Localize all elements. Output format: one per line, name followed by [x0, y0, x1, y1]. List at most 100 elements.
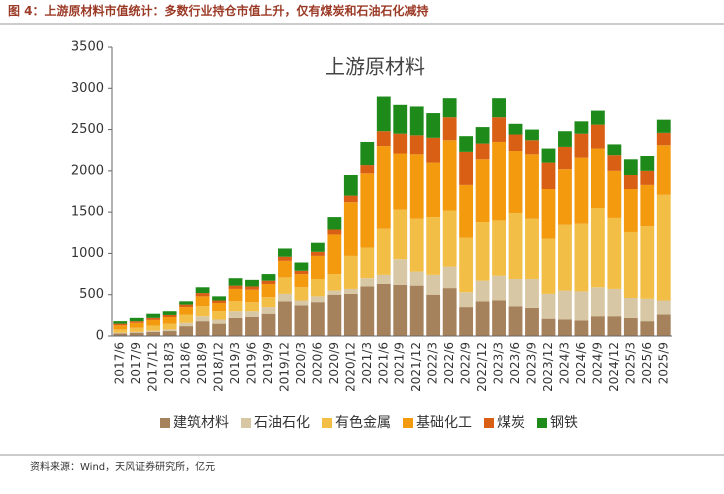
bar-segment [146, 330, 161, 332]
x-tick-label: 2020/6 [310, 342, 324, 384]
bar-segment [327, 290, 342, 295]
bar-segment [475, 143, 490, 160]
bar-segment [442, 98, 457, 118]
x-tick-label: 2018/12 [212, 342, 226, 392]
legend-swatch [160, 418, 170, 428]
bar-segment [574, 157, 589, 224]
x-tick-label: 2021/3 [360, 342, 374, 384]
bar-segment [558, 146, 572, 170]
bar-segment [129, 317, 144, 322]
bar-segment [607, 316, 622, 336]
bar-segment [656, 300, 671, 315]
bar-segment [228, 288, 243, 302]
x-tick-label: 2022/9 [459, 342, 473, 384]
bar-segment [492, 141, 506, 221]
bar-segment [162, 329, 177, 332]
bar-segment [278, 260, 292, 278]
bar-segment [294, 287, 309, 301]
bar-segment [475, 159, 490, 223]
bar-segment [426, 274, 441, 295]
figure-title: 图 4：上游原材料市值统计：多数行业持仓市值上升，仅有煤炭和石油石化减持 [8, 3, 429, 18]
bar-segment [179, 301, 194, 305]
y-tick-label: 1000 [71, 246, 104, 261]
bar-segment [129, 332, 144, 336]
bar-segment [162, 314, 177, 318]
bar-segment [590, 316, 605, 336]
x-tick-label: 2021/12 [409, 342, 423, 392]
bar-segment [525, 129, 539, 141]
bar-segment [261, 307, 276, 314]
bar-segment [212, 311, 226, 320]
bar-segment [574, 320, 589, 336]
bar-segment [129, 322, 144, 328]
legend-label: 基础化工 [416, 414, 472, 431]
bar-segment [426, 294, 441, 336]
bar-segment [310, 302, 325, 336]
x-tick-label: 2022/12 [475, 342, 489, 392]
bar-segment [541, 189, 556, 239]
bar-segment [228, 285, 243, 289]
bar-segment [212, 296, 226, 301]
bar-segment [278, 256, 292, 261]
bar-segment [393, 104, 408, 134]
bar-segment [656, 119, 671, 133]
bar-segment [393, 259, 408, 285]
x-tick-label: 2019/6 [245, 342, 259, 384]
x-tick-label: 2019/12 [277, 342, 291, 392]
bar-segment [179, 314, 194, 323]
bar-segment [195, 316, 210, 322]
x-tick-label: 2017/9 [129, 342, 143, 384]
x-tick-label: 2025/9 [656, 342, 670, 384]
bar-segment [442, 117, 457, 141]
x-tick-label: 2025/3 [623, 342, 637, 384]
x-tick-label: 2017/12 [146, 342, 160, 392]
bar-segment [195, 306, 210, 317]
bar-segment [426, 113, 441, 138]
bar-segment [343, 202, 358, 256]
bar-segment [558, 131, 572, 147]
bar-segment [475, 127, 490, 144]
bar-segment [541, 238, 556, 294]
x-tick-label: 2017/6 [113, 342, 127, 384]
bar-segment [212, 302, 226, 312]
bar-segment [179, 322, 194, 327]
bar-segment [179, 326, 194, 336]
bar-segment [376, 274, 391, 284]
y-tick-label: 500 [79, 287, 104, 302]
bar-segment [179, 307, 194, 315]
bar-segment [294, 300, 309, 306]
bar-segment [442, 140, 457, 211]
x-tick-label: 2023/12 [541, 342, 555, 392]
legend-label: 建筑材料 [173, 415, 229, 431]
bar-segment [541, 148, 556, 163]
x-tick-label: 2020/9 [327, 342, 341, 384]
bar-segment [129, 321, 144, 323]
x-tick-label: 2025/6 [640, 342, 654, 384]
bar-segment [129, 331, 144, 333]
legend-swatch [322, 418, 332, 428]
bar-segment [245, 286, 259, 290]
bar-segment [129, 327, 144, 332]
bar-segment [607, 170, 622, 218]
bar-segment [656, 145, 671, 195]
bar-segment [525, 140, 539, 155]
bar-segment [525, 279, 539, 308]
bar-segment [261, 274, 276, 281]
bar-segment [261, 297, 276, 308]
bar-segment [541, 293, 556, 319]
bar-segment [656, 314, 671, 336]
bar-segment [623, 317, 638, 336]
bar-segment [212, 300, 226, 303]
bar-segment [508, 279, 523, 307]
bar-segment [195, 296, 210, 307]
bar-segment [492, 275, 506, 301]
bar-segment [640, 170, 655, 185]
bar-segment [590, 124, 605, 149]
bar-segment [195, 321, 210, 336]
bar-segment [409, 285, 424, 336]
bar-segment [278, 277, 292, 294]
bar-segment [558, 224, 572, 291]
x-tick-label: 2022/3 [426, 342, 440, 384]
bar-segment [409, 154, 424, 219]
